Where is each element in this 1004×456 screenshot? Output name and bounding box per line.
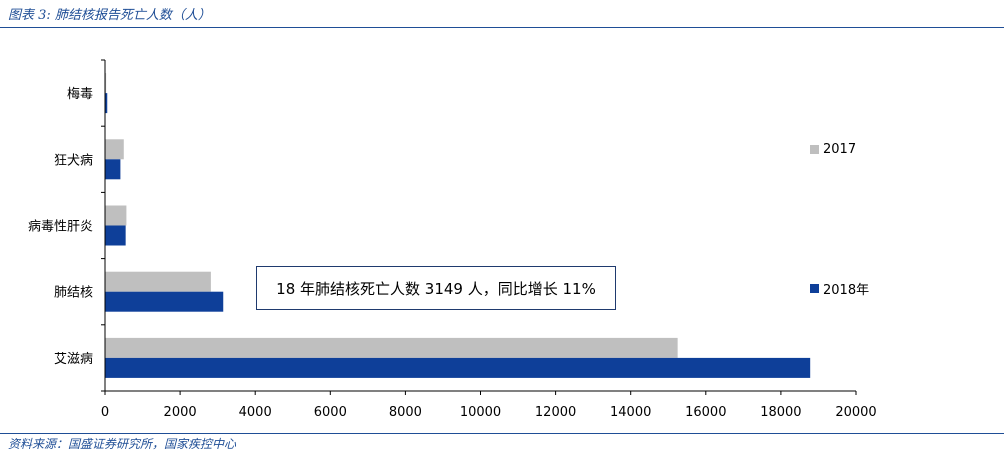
category-label-1: 狂犬病 [54, 153, 93, 168]
category-label-4: 艾滋病 [54, 352, 93, 367]
bar-2018-1 [105, 159, 121, 180]
legend-item-2017: 2017 [810, 142, 856, 157]
bar-2017-4 [105, 337, 678, 358]
x-tick-label-3: 6000 [314, 405, 347, 420]
x-tick-label-8: 16000 [685, 405, 726, 420]
x-tick-label-0: 0 [101, 405, 109, 420]
figure-source: 资料来源：国盛证券研究所，国家疾控中心 [8, 437, 237, 451]
legend-swatch-2018 [810, 284, 819, 293]
category-label-2: 病毒性肝炎 [28, 220, 93, 235]
bar-2017-1 [105, 139, 124, 160]
x-tick-label-7: 14000 [610, 405, 651, 420]
bar-2018-2 [105, 225, 126, 246]
chart-annotation: 18 年肺结核死亡人数 3149 人，同比增长 11% [256, 266, 616, 310]
bar-2017-3 [105, 271, 211, 292]
x-tick-label-2: 4000 [239, 405, 272, 420]
legend-label-2018: 2018年 [823, 283, 870, 298]
bar-2017-2 [105, 205, 127, 226]
bars-layer [105, 73, 811, 378]
bar-2018-0 [105, 93, 108, 114]
category-label-0: 梅毒 [67, 87, 93, 102]
bar-2017-0 [105, 73, 107, 94]
legend-item-2018: 2018年 [810, 279, 869, 298]
x-tick-label-9: 18000 [760, 405, 801, 420]
x-tick-label-10: 20000 [835, 405, 876, 420]
legend-label-2017: 2017 [823, 142, 857, 157]
title-divider [0, 27, 1004, 28]
source-divider [0, 433, 1004, 434]
figure-title: 图表 3: 肺结核报告死亡人数（人） [8, 8, 211, 23]
x-tick-label-6: 12000 [535, 405, 576, 420]
bar-2018-3 [105, 291, 224, 312]
x-tick-label-4: 8000 [389, 405, 422, 420]
bar-2018-4 [105, 357, 811, 378]
x-tick-label-5: 10000 [460, 405, 501, 420]
legend-swatch-2017 [810, 145, 819, 154]
x-tick-label-1: 2000 [164, 405, 197, 420]
category-label-3: 肺结核 [54, 286, 93, 301]
